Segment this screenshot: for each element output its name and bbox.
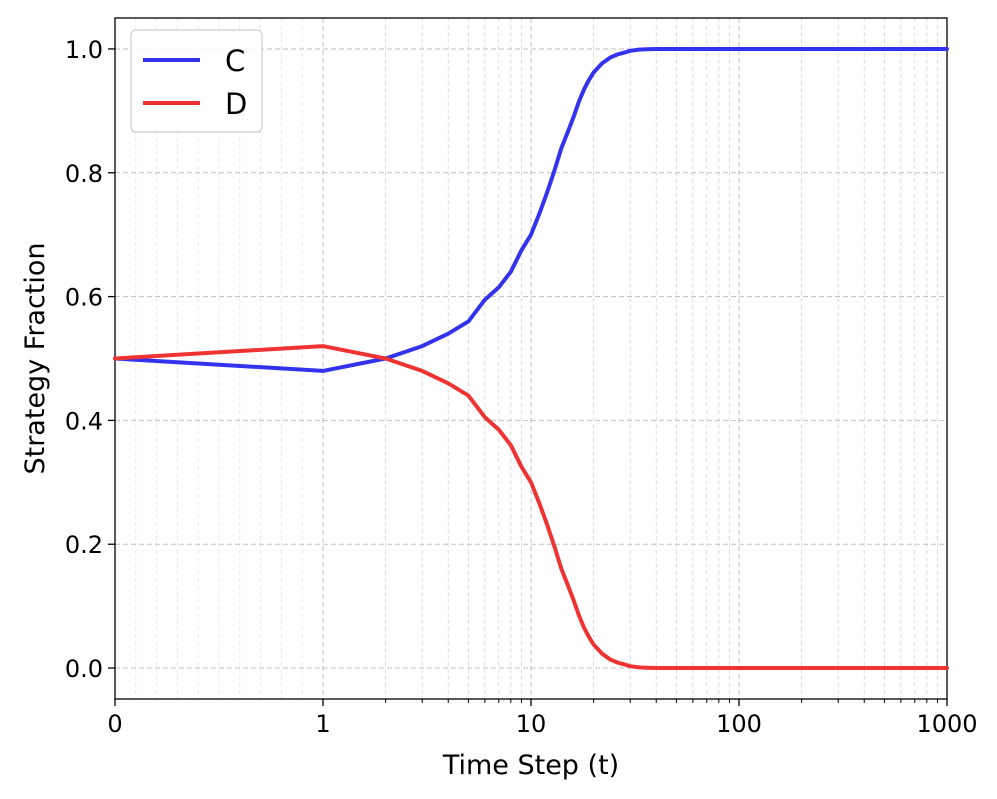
axis-ticks: 0 1 10 100 1000 0.0 0.2 0.4 0.6 0.8 1.0	[65, 36, 978, 738]
y-tick-label: 0.0	[65, 655, 103, 683]
x-tick-label: 1	[315, 710, 330, 738]
y-tick-label: 0.2	[65, 531, 103, 559]
legend: C D	[130, 29, 263, 133]
x-tick-label: 100	[716, 710, 762, 738]
legend-box	[130, 29, 263, 133]
y-tick-label: 1.0	[65, 36, 103, 64]
legend-label-d: D	[225, 87, 247, 121]
x-tick-label: 1000	[916, 710, 977, 738]
series-line-c	[113, 47, 949, 373]
y-tick-label: 0.6	[65, 284, 103, 312]
x-tick-label: 0	[107, 710, 122, 738]
y-axis-title: Strategy Fraction	[20, 242, 51, 474]
series-line-d	[113, 344, 949, 670]
x-tick-label: 10	[516, 710, 547, 738]
series-lines	[113, 47, 949, 670]
legend-label-c: C	[225, 44, 245, 78]
y-tick-label: 0.4	[65, 407, 103, 435]
y-tick-label: 0.8	[65, 160, 103, 188]
x-axis-title: Time Step (t)	[442, 750, 619, 781]
